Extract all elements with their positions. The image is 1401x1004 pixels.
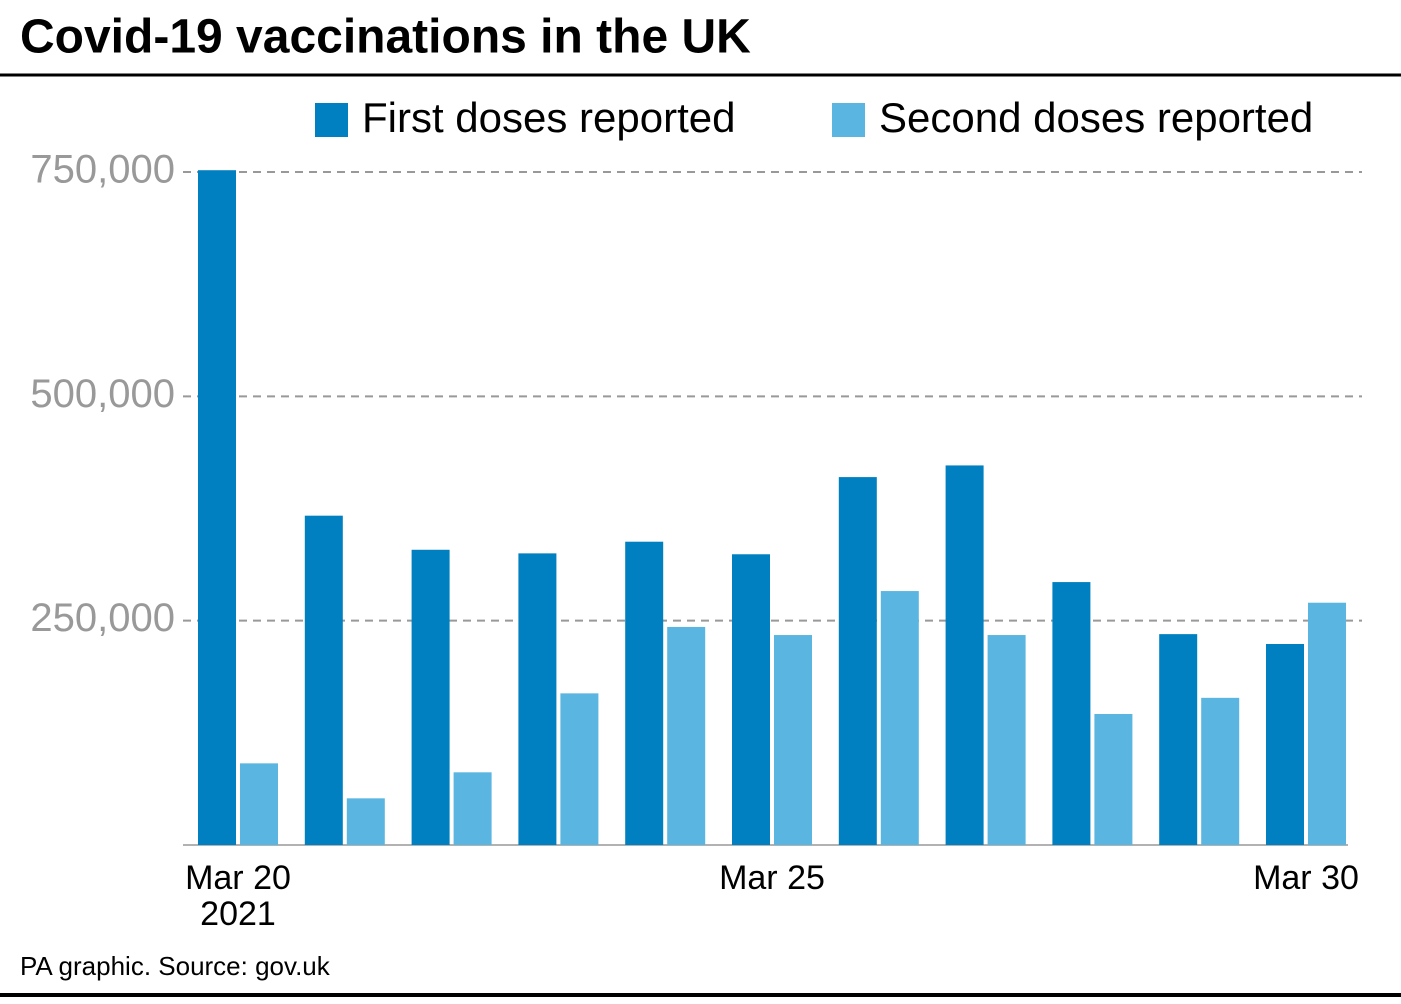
legend-label: First doses reported: [362, 94, 736, 141]
bar: [1159, 634, 1198, 845]
bar: [1266, 643, 1304, 845]
bar: [560, 693, 599, 845]
bar: [880, 591, 919, 845]
chart-title: Covid-19 vaccinations in the UK: [20, 11, 751, 64]
y-tick-label: 250,000: [30, 596, 175, 640]
bar: [1201, 697, 1240, 845]
bar: [1052, 582, 1091, 845]
source: PA graphic. Source: gov.uk: [20, 951, 331, 981]
bar: [518, 553, 557, 845]
bar: [667, 626, 706, 845]
bar: [987, 635, 1026, 845]
legend-swatch: [315, 103, 348, 137]
bar: [774, 635, 812, 845]
bar: [304, 515, 343, 845]
bar: [411, 549, 450, 845]
legend-swatch: [832, 103, 865, 137]
bar: [625, 541, 664, 845]
bar: [240, 763, 278, 845]
y-tick-label: 750,000: [30, 148, 175, 192]
y-tick-label: 500,000: [30, 372, 175, 416]
x-tick-label: Mar 25: [719, 859, 825, 897]
bar: [945, 465, 984, 845]
bar: [198, 170, 236, 846]
x-tick-label: Mar 30: [1253, 859, 1359, 897]
legend-label: Second doses reported: [879, 94, 1313, 141]
bar: [453, 772, 492, 845]
x-tick-label: Mar 20 2021: [185, 859, 291, 933]
bar: [1308, 602, 1346, 845]
bar: [732, 554, 770, 845]
bar: [346, 798, 385, 845]
bar: [838, 477, 877, 845]
bar: [1094, 713, 1133, 845]
